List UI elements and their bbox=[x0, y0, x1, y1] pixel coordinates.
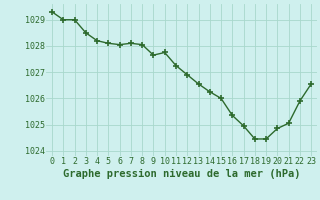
X-axis label: Graphe pression niveau de la mer (hPa): Graphe pression niveau de la mer (hPa) bbox=[63, 169, 300, 179]
